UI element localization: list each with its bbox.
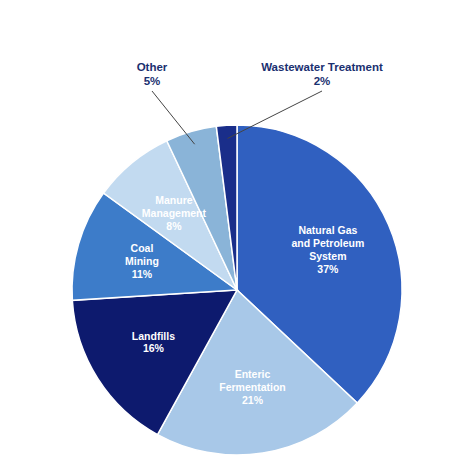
category-label-line: Natural Gas [298, 224, 357, 236]
data-label: ManureManagement8% [142, 194, 207, 232]
category-label-line: Enteric [235, 368, 271, 380]
category-label: Natural Gasand PetroleumSystem [291, 224, 364, 262]
leader-line [227, 91, 322, 138]
leader-line [152, 91, 195, 144]
value-label: 2% [314, 75, 331, 87]
data-label: Other 5% [137, 61, 168, 87]
slice [72, 290, 237, 435]
category-label-line: Manure [155, 194, 193, 206]
data-label: EntericFermentation21% [219, 368, 286, 406]
slice [216, 125, 237, 290]
data-label: Wastewater Treatment 2% [261, 61, 383, 87]
value-label: 16% [143, 342, 165, 354]
category-label: EntericFermentation [219, 368, 286, 393]
category-label: ManureManagement [142, 194, 207, 219]
category-label: Landfills [132, 329, 175, 341]
value-label: 11% [132, 268, 153, 280]
category-label-line: and Petroleum [291, 237, 364, 249]
category-label-line: Fermentation [219, 381, 286, 393]
category-label-line: Other [137, 61, 168, 73]
category-label-line: Mining [125, 255, 159, 267]
labels: Natural Gasand PetroleumSystem37% Enteric… [125, 61, 383, 406]
category-label-line: Wastewater Treatment [261, 61, 383, 73]
category-label: Wastewater Treatment [261, 61, 383, 73]
data-label: Natural Gasand PetroleumSystem37% [291, 224, 364, 275]
data-label: Landfills16% [132, 329, 175, 354]
category-label-line: Coal [131, 242, 154, 254]
category-label-line: Landfills [132, 329, 175, 341]
value-label: 5% [144, 75, 161, 87]
value-label: 8% [166, 220, 182, 232]
data-label: CoalMining11% [125, 242, 159, 280]
chart: Natural Gasand PetroleumSystem37% Enteric… [0, 0, 474, 474]
value-label: 21% [242, 394, 264, 406]
value-label: 37% [317, 263, 339, 275]
category-label-line: System [309, 250, 346, 262]
category-label: Other [137, 61, 168, 73]
pie [72, 125, 402, 455]
category-label: CoalMining [125, 242, 159, 267]
category-label-line: Management [142, 207, 207, 219]
